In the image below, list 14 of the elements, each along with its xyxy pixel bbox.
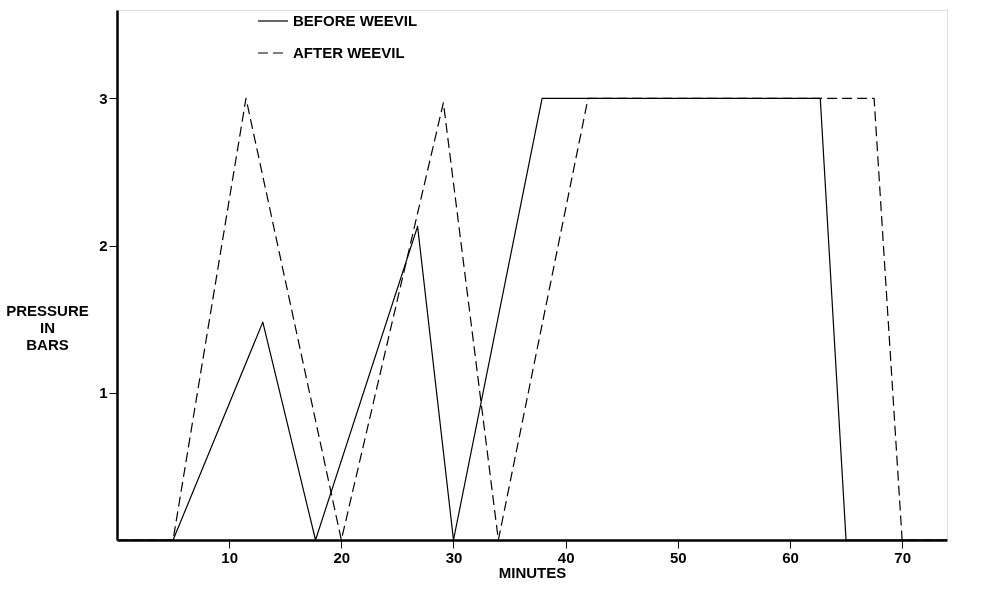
x-tick-label: 70	[894, 548, 911, 566]
x-tick-label: 60	[782, 548, 799, 566]
legend-label: BEFORE WEEVIL	[293, 12, 418, 29]
x-tick-label: 10	[221, 548, 239, 566]
x-tick-label: 30	[445, 548, 463, 566]
legend-label: AFTER WEEVIL	[293, 44, 405, 61]
y-tick-label: 2	[99, 237, 108, 255]
x-axis-title: MINUTES	[498, 563, 567, 581]
x-tick-label: 50	[669, 548, 687, 566]
x-tick-label: 20	[333, 548, 351, 566]
y-axis-title: PRESSURE IN BARS	[6, 301, 89, 353]
y-tick-label: 1	[99, 384, 108, 402]
x-tick-label: 40	[557, 548, 575, 566]
y-tick-label: 3	[99, 89, 108, 107]
